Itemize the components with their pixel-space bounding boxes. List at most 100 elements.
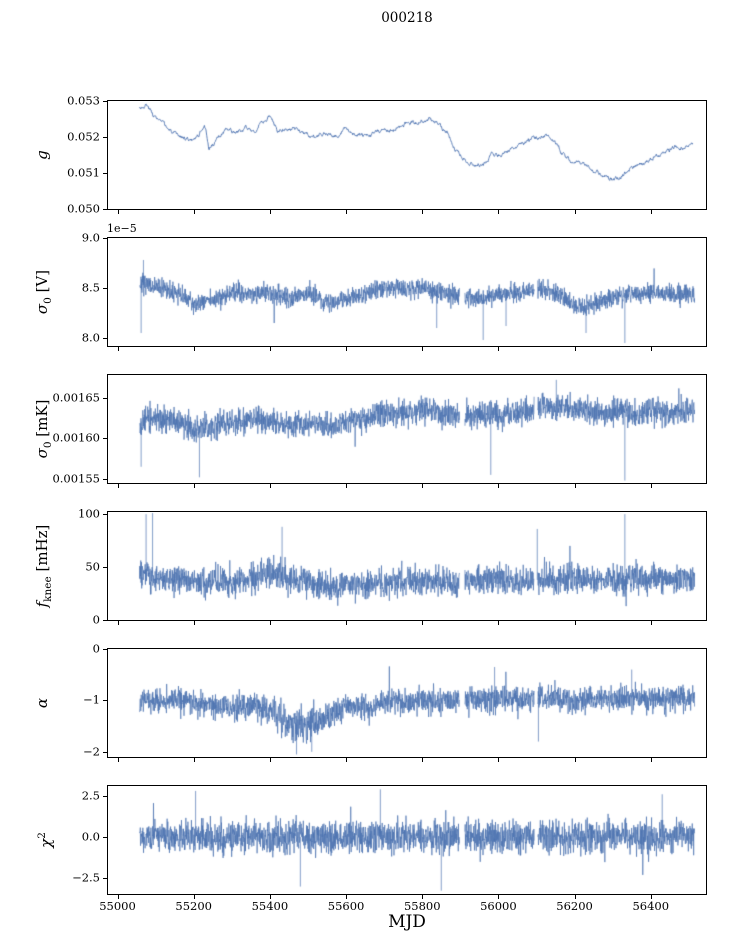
x-tick-label: 55000: [99, 899, 136, 913]
y-tick-label: −2: [83, 744, 100, 759]
y-tick-label: 0.0: [81, 829, 100, 844]
y-tick-label: 8.0: [81, 330, 100, 345]
y-tick-label: 0: [92, 612, 100, 627]
y-axis-label-segment: 0: [42, 297, 54, 304]
y-axis-label-sigma0-mK: σ0 [mK]: [33, 349, 54, 509]
panel-fknee: [107, 511, 707, 621]
x-tick: [650, 621, 652, 625]
y-axis-label-segment: 0: [42, 441, 54, 449]
x-tick: [498, 758, 500, 762]
x-tick-label: 56000: [480, 899, 517, 913]
y-tick-label: 0.051: [67, 165, 100, 180]
y-tick: [103, 173, 107, 174]
x-tick: [498, 484, 500, 488]
y-tick: [103, 438, 107, 440]
y-tick: [103, 700, 107, 702]
panel-sigma0-V: [107, 237, 707, 347]
x-tick: [346, 484, 348, 488]
y-tick-label: 0.052: [67, 129, 100, 144]
y-tick-label: 0.053: [67, 93, 100, 108]
x-tick: [117, 210, 119, 214]
y-tick: [103, 288, 107, 289]
y-tick: [103, 338, 107, 339]
x-tick: [117, 758, 119, 762]
y-tick-label: 9.0: [81, 230, 100, 245]
y-tick: [103, 649, 107, 650]
y-tick-label: 100: [78, 506, 100, 521]
x-tick: [574, 484, 576, 488]
y-tick-label: 0.00165: [52, 389, 100, 404]
y-tick-label: 0: [92, 641, 100, 656]
y-axis-label-segment: [mHz]: [33, 524, 51, 577]
y-tick: [103, 137, 107, 138]
y-axis-label-sigma0-V: σ0 [V]: [33, 212, 54, 372]
panel-sigma0-V-canvas: [108, 238, 706, 346]
y-axis-label-chi2: χ2: [33, 760, 55, 920]
x-tick-label: 55600: [327, 899, 365, 913]
x-tick: [269, 347, 271, 351]
y-tick-label: 50: [85, 559, 100, 574]
x-tick: [269, 758, 271, 762]
x-tick: [269, 621, 271, 625]
x-tick-label: 55800: [403, 899, 441, 913]
figure-title: 000218: [381, 10, 433, 26]
y-axis-label-segment: g: [33, 150, 51, 160]
y-tick: [103, 837, 107, 839]
panel-alpha-canvas: [108, 649, 706, 757]
y-axis-label-segment: χ: [37, 838, 55, 848]
y-axis-label-segment: α: [33, 697, 51, 709]
x-tick: [117, 347, 119, 351]
x-tick: [650, 758, 652, 762]
x-tick: [346, 210, 348, 214]
panel-alpha: [107, 648, 707, 758]
y-tick-label: 0.00160: [52, 430, 100, 445]
x-axis-label: MJD: [388, 912, 426, 932]
y-tick: [103, 795, 107, 797]
x-tick: [574, 758, 576, 762]
y-axis-label-segment: knee: [42, 576, 54, 602]
x-tick: [498, 621, 500, 625]
x-tick: [193, 210, 195, 214]
x-tick: [650, 210, 652, 214]
x-tick: [498, 210, 500, 214]
y-axis-label-alpha: α: [33, 623, 51, 783]
x-tick-label: 55200: [175, 899, 212, 913]
x-tick: [498, 895, 500, 899]
y-tick: [103, 514, 107, 516]
y-tick: [103, 397, 107, 399]
x-tick-label: 56400: [632, 899, 670, 913]
x-tick: [269, 895, 271, 899]
y-tick: [103, 101, 107, 102]
x-tick: [117, 895, 119, 899]
x-tick: [422, 758, 424, 762]
y-tick-label: 0.00155: [52, 471, 100, 486]
y-tick: [103, 567, 107, 569]
y-axis-label-segment: f: [33, 601, 51, 608]
y-axis-label-fknee: fknee [mHz]: [33, 486, 54, 646]
x-tick: [346, 621, 348, 625]
panel-sigma0-mK-canvas: [108, 375, 706, 483]
x-tick: [422, 484, 424, 488]
panel-g-canvas: [108, 101, 706, 209]
y-tick-label: −2.5: [72, 870, 100, 885]
x-tick: [422, 210, 424, 214]
x-tick: [650, 895, 652, 899]
panel-fknee-canvas: [108, 512, 706, 620]
x-tick: [574, 347, 576, 351]
x-tick: [574, 621, 576, 625]
x-tick: [574, 895, 576, 899]
y-axis-label-segment: [mK]: [33, 399, 51, 442]
x-tick: [650, 484, 652, 488]
y-axis-label-segment: 2: [36, 832, 48, 839]
x-tick: [193, 347, 195, 351]
y-tick: [103, 209, 107, 210]
y-tick: [103, 478, 107, 480]
y-tick-label: 0.050: [67, 201, 100, 216]
panel-chi2-canvas: [108, 786, 706, 894]
axis-offset-text: 1e−5: [107, 222, 137, 235]
x-tick: [117, 621, 119, 625]
y-tick: [103, 878, 107, 880]
panel-g: [107, 100, 707, 210]
y-tick: [103, 620, 107, 621]
